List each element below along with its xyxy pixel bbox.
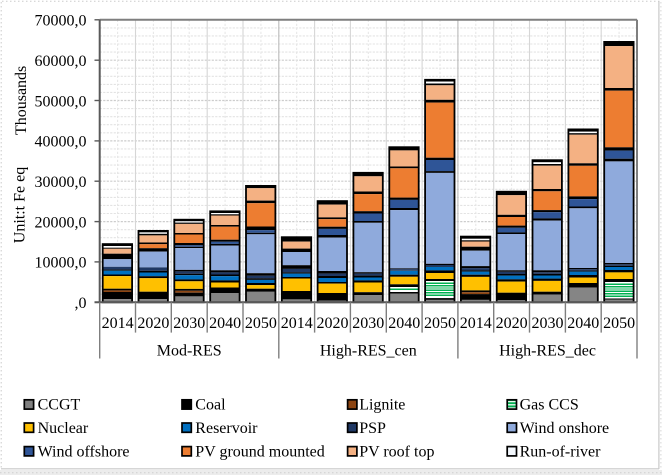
svg-text:50000,0: 50000,0 [35, 93, 87, 110]
svg-text:2030: 2030 [532, 315, 564, 332]
svg-text:2014: 2014 [102, 315, 134, 332]
svg-text:Reservoir: Reservoir [195, 420, 258, 437]
svg-text:2050: 2050 [245, 315, 277, 332]
svg-text:Wind onshore: Wind onshore [520, 420, 610, 437]
svg-text:2020: 2020 [496, 315, 528, 332]
svg-text:2050: 2050 [424, 315, 456, 332]
svg-text:70000,0: 70000,0 [35, 13, 87, 30]
svg-text:40000,0: 40000,0 [35, 134, 87, 151]
svg-text:2014: 2014 [460, 315, 492, 332]
svg-text:Nuclear: Nuclear [38, 420, 89, 437]
svg-text:2014: 2014 [281, 315, 313, 332]
svg-text:PV ground mounted: PV ground mounted [195, 444, 324, 461]
svg-text:60000,0: 60000,0 [35, 53, 87, 70]
svg-text:2040: 2040 [388, 315, 420, 332]
svg-text:Gas CCS: Gas CCS [520, 397, 579, 414]
svg-text:30000,0: 30000,0 [35, 174, 87, 191]
svg-text:Thousands: Thousands [13, 66, 30, 135]
svg-text:2020: 2020 [137, 315, 169, 332]
svg-text:2050: 2050 [603, 315, 635, 332]
svg-text:10000,0: 10000,0 [35, 255, 87, 272]
svg-text:2040: 2040 [567, 315, 599, 332]
svg-text:High-RES_dec: High-RES_dec [499, 343, 596, 360]
svg-text:High-RES_cen: High-RES_cen [320, 343, 417, 360]
svg-text:2030: 2030 [173, 315, 205, 332]
svg-text:Lignite: Lignite [359, 397, 405, 414]
svg-text:,0: ,0 [71, 295, 86, 312]
svg-text:PV roof top: PV roof top [359, 444, 434, 461]
svg-text:Unit:t Fe eq: Unit:t Fe eq [11, 167, 28, 243]
svg-text:2020: 2020 [317, 315, 349, 332]
svg-text:Run-of-river: Run-of-river [520, 444, 602, 461]
svg-text:Mod-RES: Mod-RES [157, 343, 222, 360]
svg-text:20000,0: 20000,0 [35, 214, 87, 231]
svg-text:2030: 2030 [352, 315, 384, 332]
svg-text:Wind offshore: Wind offshore [38, 444, 130, 461]
svg-text:PSP: PSP [359, 420, 386, 437]
svg-text:2040: 2040 [209, 315, 241, 332]
svg-text:CCGT: CCGT [38, 397, 81, 414]
svg-text:Coal: Coal [195, 397, 226, 414]
